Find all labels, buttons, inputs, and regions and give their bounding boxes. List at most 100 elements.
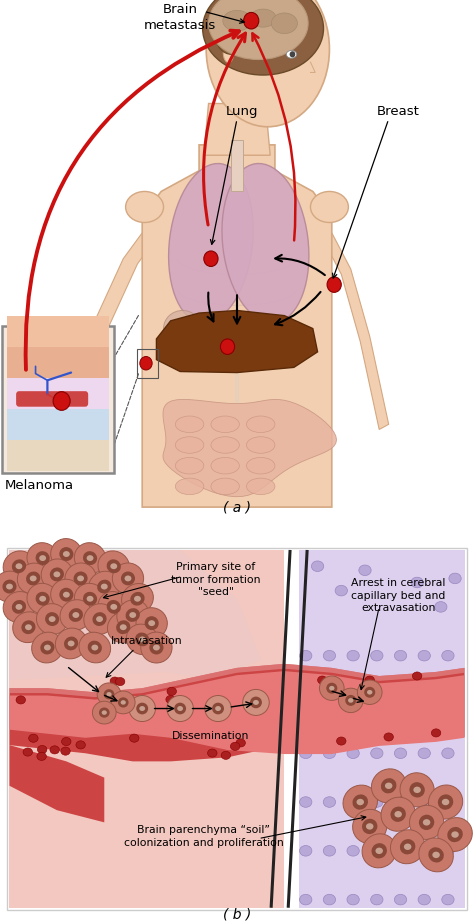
- Ellipse shape: [250, 697, 262, 709]
- Polygon shape: [204, 103, 270, 155]
- Circle shape: [134, 596, 141, 602]
- Ellipse shape: [174, 702, 186, 714]
- Circle shape: [347, 894, 359, 905]
- Ellipse shape: [12, 559, 26, 573]
- Circle shape: [385, 783, 392, 789]
- FancyBboxPatch shape: [2, 326, 114, 473]
- Ellipse shape: [271, 13, 298, 33]
- Ellipse shape: [391, 807, 406, 821]
- Ellipse shape: [391, 830, 425, 864]
- Ellipse shape: [40, 640, 55, 654]
- Circle shape: [110, 564, 117, 569]
- Ellipse shape: [381, 797, 415, 832]
- Circle shape: [120, 700, 126, 705]
- Ellipse shape: [3, 591, 35, 622]
- Circle shape: [148, 620, 155, 626]
- Ellipse shape: [410, 806, 444, 839]
- Ellipse shape: [59, 588, 73, 602]
- Circle shape: [435, 602, 447, 613]
- Circle shape: [166, 696, 175, 703]
- Ellipse shape: [141, 632, 172, 663]
- Circle shape: [347, 748, 359, 759]
- Circle shape: [371, 748, 383, 759]
- Circle shape: [371, 699, 383, 710]
- Ellipse shape: [338, 688, 363, 712]
- Ellipse shape: [419, 838, 453, 872]
- Circle shape: [442, 796, 454, 808]
- Ellipse shape: [372, 844, 387, 858]
- Bar: [7, 316, 109, 346]
- Circle shape: [37, 752, 46, 760]
- Circle shape: [394, 845, 407, 857]
- Ellipse shape: [92, 701, 116, 724]
- Ellipse shape: [36, 591, 50, 606]
- Ellipse shape: [12, 600, 26, 614]
- Circle shape: [221, 751, 231, 760]
- Text: Melanoma: Melanoma: [5, 479, 74, 492]
- Polygon shape: [322, 233, 389, 430]
- Circle shape: [375, 847, 383, 854]
- Ellipse shape: [353, 795, 368, 809]
- Circle shape: [50, 746, 59, 754]
- Ellipse shape: [250, 9, 276, 27]
- Circle shape: [290, 51, 295, 57]
- Ellipse shape: [164, 310, 201, 346]
- Ellipse shape: [175, 437, 204, 454]
- Ellipse shape: [27, 583, 58, 614]
- Circle shape: [39, 596, 46, 602]
- Circle shape: [37, 746, 47, 754]
- Circle shape: [110, 604, 117, 610]
- Circle shape: [300, 796, 312, 808]
- Ellipse shape: [83, 591, 97, 606]
- Circle shape: [61, 748, 70, 755]
- Circle shape: [347, 845, 359, 857]
- Circle shape: [359, 565, 371, 576]
- Circle shape: [300, 748, 312, 759]
- Ellipse shape: [428, 847, 444, 862]
- Circle shape: [76, 741, 85, 749]
- Circle shape: [115, 677, 125, 686]
- Ellipse shape: [74, 542, 106, 574]
- Circle shape: [110, 677, 119, 685]
- Ellipse shape: [400, 772, 434, 807]
- Ellipse shape: [362, 833, 396, 868]
- Circle shape: [28, 735, 38, 742]
- Text: ( b ): ( b ): [223, 908, 251, 922]
- Ellipse shape: [117, 600, 149, 630]
- Circle shape: [300, 894, 312, 905]
- Circle shape: [253, 699, 259, 705]
- Bar: [231, 140, 243, 191]
- Ellipse shape: [129, 696, 155, 722]
- Circle shape: [129, 612, 136, 618]
- Ellipse shape: [55, 628, 87, 659]
- Circle shape: [442, 748, 454, 759]
- Circle shape: [371, 796, 383, 808]
- Circle shape: [451, 832, 459, 838]
- Circle shape: [371, 650, 383, 661]
- Circle shape: [125, 576, 131, 581]
- Circle shape: [68, 640, 74, 647]
- Circle shape: [25, 625, 32, 630]
- Ellipse shape: [203, 0, 324, 75]
- Polygon shape: [156, 310, 318, 372]
- Circle shape: [413, 786, 421, 793]
- Circle shape: [348, 698, 354, 703]
- FancyBboxPatch shape: [7, 548, 467, 910]
- Ellipse shape: [92, 613, 107, 626]
- Ellipse shape: [447, 827, 463, 842]
- Circle shape: [442, 650, 454, 661]
- Ellipse shape: [136, 608, 167, 638]
- Circle shape: [129, 734, 139, 742]
- Ellipse shape: [222, 164, 309, 322]
- Ellipse shape: [36, 603, 68, 635]
- Circle shape: [442, 699, 454, 710]
- Circle shape: [139, 706, 145, 711]
- Polygon shape: [9, 663, 465, 697]
- Text: Primary site of
tumor formation
"seed": Primary site of tumor formation "seed": [171, 562, 260, 597]
- Text: Intravasation: Intravasation: [111, 637, 183, 647]
- Ellipse shape: [74, 583, 106, 614]
- Ellipse shape: [149, 640, 164, 654]
- Ellipse shape: [69, 608, 83, 622]
- Ellipse shape: [136, 702, 148, 714]
- Ellipse shape: [167, 696, 193, 722]
